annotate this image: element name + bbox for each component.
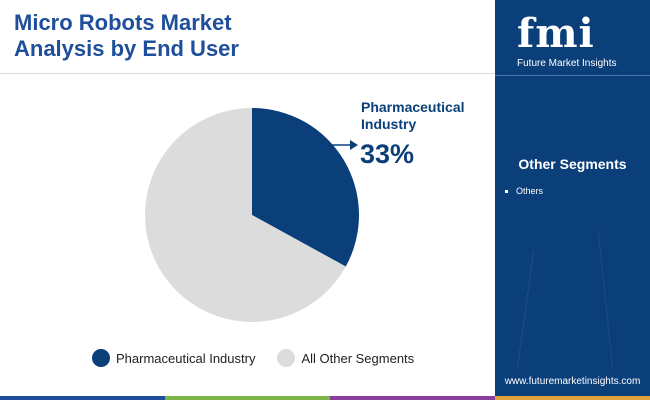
legend-swatch [92,349,110,367]
footer-color-segment [495,396,650,400]
legend-item: All Other Segments [277,349,414,367]
company-logo: fmi Future Market Insights [515,10,630,70]
segment-label: Others [516,186,544,196]
legend-item: Pharmaceutical Industry [92,349,255,367]
other-segments-list: Others [505,186,543,196]
pie-slice-0 [252,108,359,267]
legend-label: All Other Segments [301,350,415,366]
bullet-icon [505,189,508,193]
callout-label-line: Pharmaceutical [361,99,465,115]
footer-color-segment [165,396,330,400]
pie-slice-1 [144,108,346,322]
logo-wordmark: fmi [517,10,595,57]
callout-label-line: Industry [361,116,416,132]
main-panel: Micro Robots Market Analysis by End User… [0,10,495,369]
website-url[interactable]: www.futuremarketinsights.com [504,376,641,387]
decorative-streak [597,230,614,370]
title-divider [0,73,495,74]
footer-color-segment [330,396,495,400]
sidebar: fmi Future Market Insights Other Segment… [495,0,650,396]
decorative-streak [516,250,535,370]
footer-color-bar [0,396,650,400]
callout-arrow-icon [350,140,358,150]
footer-color-segment [0,396,165,400]
legend-swatch [277,349,296,367]
sidebar-divider [495,75,650,76]
chart-title: Micro Robots Market Analysis by End User [14,10,239,61]
other-segments-title: Other Segments [518,156,627,172]
legend-label: Pharmaceutical Industry [116,350,256,366]
callout-value: 33% [360,139,414,169]
list-item: Others [505,186,543,196]
chart-legend: Pharmaceutical Industry All Other Segment… [92,347,436,369]
logo-subtitle: Future Market Insights [517,58,617,69]
